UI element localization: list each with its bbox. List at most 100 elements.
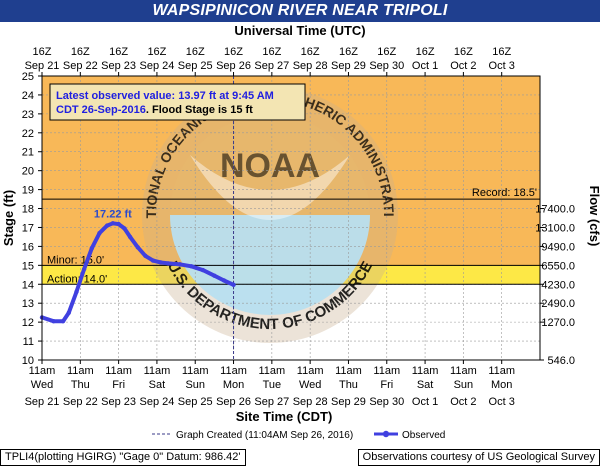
bottom-tick-label-day: Sun [454,379,474,391]
info-line-2: CDT 26-Sep-2016. Flood Stage is 15 ft [56,104,253,116]
observed-point [60,318,66,324]
bottom-tick-label-time: 11am [105,365,132,377]
bottom-tick-label-time: 11am [297,365,324,377]
right-tick-label: 2490.0 [541,298,575,310]
top-tick-label-date: Sep 21 [25,60,60,72]
peak-label: 17.22 ft [94,208,132,220]
left-tick-label: 22 [22,128,34,140]
seal-gull-shape [190,155,350,220]
left-tick-label: 11 [23,336,34,348]
bottom-tick-label-time: 11am [335,365,362,377]
bottom-tick-label-date: Sep 29 [331,396,366,408]
top-tick-label-hour: 16Z [377,46,396,58]
top-tick-label-hour: 16Z [186,46,205,58]
graph-created-legend-label: Graph Created (11:04AM Sep 26, 2016) [176,430,353,441]
observed-point [212,273,217,278]
bottom-tick-label-date: Sep 27 [254,396,289,408]
bottom-tick-label-day: Fri [112,379,125,391]
top-tick-label-date: Oct 1 [412,60,438,72]
top-tick-label-date: Sep 23 [101,60,136,72]
y-axis-title: Stage (ft) [1,190,16,246]
top-tick-label-hour: 16Z [147,46,166,58]
left-tick-label: 23 [22,109,34,121]
left-tick-label: 15 [22,260,34,272]
bottom-tick-label-day: Mon [491,379,512,391]
bottom-tick-label-day: Fri [380,379,393,391]
top-tick-label-date: Sep 27 [254,60,289,72]
observed-point [231,282,236,288]
observed-legend-label: Observed [402,430,445,441]
info-date: CDT 26-Sep-2016 [56,104,146,116]
observed-point [89,246,95,251]
left-tick-label: 19 [22,185,34,197]
top-axis-title: Universal Time (UTC) [234,23,365,38]
right-tick-label: 1270.0 [541,317,575,329]
threshold-label: Minor: 15.0' [47,254,104,266]
top-tick-label-hour: 16Z [33,46,52,58]
observed-point [150,258,156,263]
observed-point [143,253,148,259]
left-tick-label: 14 [22,279,34,291]
top-tick-label-date: Sep 30 [369,60,404,72]
top-tick-label-hour: 16Z [262,46,281,58]
observed-point [135,245,140,250]
info-flood-stage: . Flood Stage is 15 ft [146,104,253,116]
bottom-tick-label-date: Sep 24 [139,396,174,408]
threshold-label: Record: 18.5' [472,187,537,199]
left-tick-label: 13 [22,298,34,310]
observed-point [110,221,116,226]
top-tick-label-date: Sep 29 [331,60,366,72]
source-footer: Observations courtesy of US Geological S… [357,449,600,466]
info-line-1: Latest observed value: 13.97 ft at 9:45 … [56,90,274,102]
left-tick-label: 25 [22,71,34,83]
observed-point [104,223,110,228]
bottom-tick-label-time: 11am [258,365,285,377]
top-tick-label-date: Sep 25 [178,60,213,72]
legend: Graph Created (11:04AM Sep 26, 2016) Obs… [152,430,445,441]
bottom-tick-label-day: Tue [263,379,282,391]
bottom-tick-label-day: Mon [223,379,244,391]
observed-point [177,262,183,267]
bottom-tick-label-date: Oct 1 [412,396,438,408]
bottom-tick-label-time: 11am [412,365,439,377]
bottom-tick-label-time: 11am [29,365,56,377]
observed-legend-marker [382,430,390,438]
top-tick-label-date: Oct 3 [489,60,515,72]
observed-point [122,226,127,231]
observed-point [74,289,79,295]
plot-frame [41,75,541,361]
observed-point [158,260,163,265]
bottom-tick-label-time: 11am [67,365,94,377]
bottom-tick-label-day: Thu [71,379,90,391]
bottom-tick-label-day: Thu [339,379,358,391]
top-tick-label-hour: 16Z [492,46,511,58]
info-box-frame [49,83,306,121]
left-tick-label: 18 [22,204,34,216]
left-tick-label: 17 [22,222,34,234]
left-tick-label: 12 [22,317,34,329]
top-tick-label-date: Sep 26 [216,60,251,72]
bottom-tick-label-day: Wed [31,379,53,391]
left-tick-label: 10 [22,355,34,367]
bottom-tick-label-day: Sat [149,379,166,391]
right-tick-label: 6550.0 [541,260,575,272]
bottom-tick-label-time: 11am [182,365,209,377]
observed-point [189,264,194,269]
observed-point [200,267,206,273]
bottom-tick-label-day: Sun [185,379,205,391]
y2-axis-title: Flow (cfs) [587,186,600,247]
bottom-tick-label-date: Oct 2 [450,396,476,408]
axes: Universal Time (UTC) 16Z Sep 21 16Z Sep 22 16… [1,23,600,424]
bottom-tick-label-date: Sep 22 [63,396,98,408]
bottom-tick-label-time: 11am [220,365,247,377]
bottom-tick-label-time: 11am [373,365,400,377]
right-tick-label: 546.0 [547,355,575,367]
observed-point [81,266,87,272]
top-tick-label-hour: 16Z [416,46,435,58]
observed-point [51,318,56,324]
top-tick-label-hour: 16Z [71,46,90,58]
bottom-tick-label-day: Wed [299,379,321,391]
top-tick-label-date: Sep 22 [63,60,98,72]
observed-series: 17.22 ft [39,76,236,360]
bottom-tick-label-time: 11am [488,365,515,377]
